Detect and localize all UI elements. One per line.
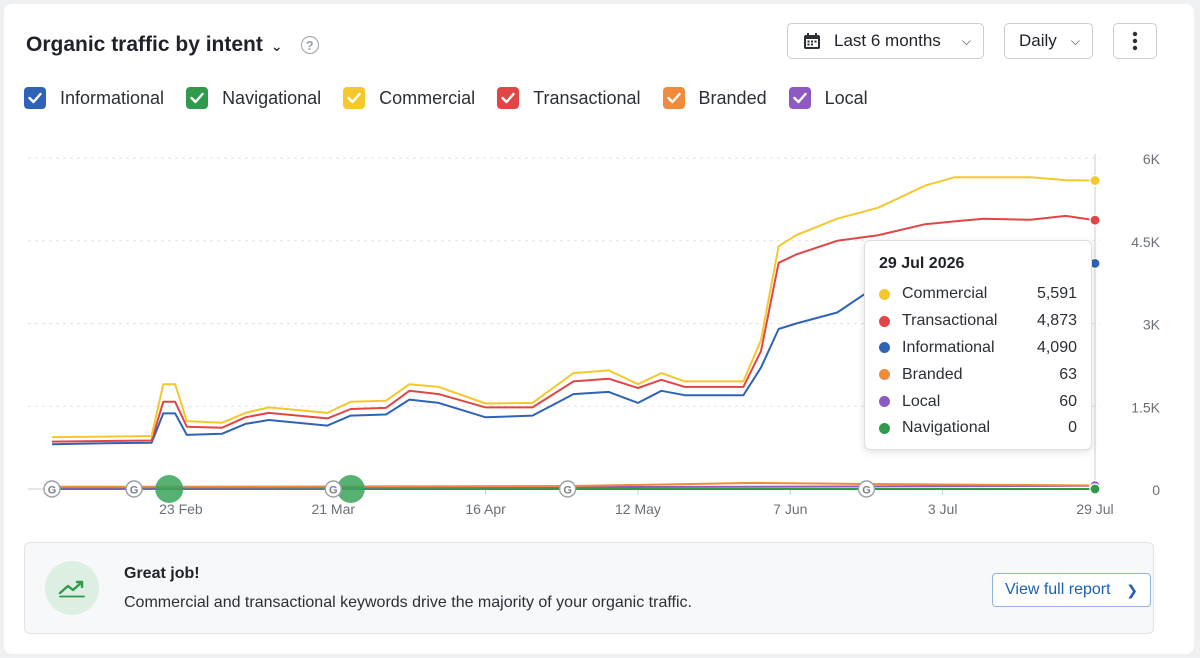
- period-dropdown[interactable]: Last 6 months ⌵: [787, 23, 984, 59]
- banner-text: Commercial and transactional keywords dr…: [124, 594, 692, 611]
- tooltip-series-value: 63: [1059, 365, 1077, 383]
- series-line-commercial: [51, 176, 1096, 439]
- google-update-letter: G: [130, 485, 139, 497]
- tooltip-row-branded: Branded 63: [879, 361, 1077, 388]
- calendar-icon: [804, 33, 820, 49]
- tooltip-series-value: 60: [1059, 392, 1077, 410]
- checkbox-checked-icon[interactable]: [788, 87, 811, 109]
- legend-item-navigational[interactable]: Navigational: [186, 87, 321, 109]
- x-tick-label: 3 Jul: [928, 501, 958, 517]
- google-update-icon: [558, 480, 577, 498]
- tooltip-series-name: Commercial: [902, 285, 988, 303]
- tooltip-series-name: Navigational: [902, 419, 991, 437]
- checkbox-checked-icon[interactable]: [343, 87, 366, 109]
- google-update-letter: G: [329, 485, 338, 497]
- tooltip-series-name: Local: [902, 392, 941, 410]
- tooltip-row-navigational: Navigational 0: [879, 415, 1077, 442]
- chevron-down-icon: ⌵: [1070, 33, 1080, 48]
- tooltip-series-value: 5,591: [1036, 285, 1077, 303]
- legend-item-local[interactable]: Local: [788, 87, 868, 109]
- legend-label: Branded: [698, 87, 767, 108]
- series-dot-icon: [879, 369, 890, 381]
- widget-title[interactable]: Organic traffic by intent ⌄ ?: [26, 33, 319, 57]
- series-dot-icon: [879, 396, 890, 408]
- banner-title: Great job!: [124, 565, 200, 582]
- tooltip-series-value: 4,873: [1036, 312, 1077, 330]
- widget-title-text: Organic traffic by intent: [26, 33, 263, 56]
- chart-tooltip: 29 Jul 2026 Commercial 5,591 Transactional…: [864, 240, 1092, 450]
- series-legend: Informational Navigational Commercial Trans…: [24, 87, 890, 109]
- y-tick-label: 3K: [1143, 317, 1161, 333]
- google-update-icon: [857, 480, 876, 498]
- series-dot-icon: [879, 315, 890, 327]
- x-tick-label: 16 Apr: [465, 501, 506, 517]
- period-label: Last 6 months: [834, 31, 941, 50]
- tooltip-series-name: Branded: [902, 365, 963, 383]
- insight-banner: Great job! Commercial and transactional …: [24, 542, 1154, 634]
- chevron-down-icon: ⌵: [961, 33, 971, 48]
- y-tick-label: 1.5K: [1131, 399, 1160, 415]
- legend-item-branded[interactable]: Branded: [662, 87, 767, 109]
- legend-label: Transactional: [533, 87, 641, 108]
- legend-label: Local: [824, 87, 868, 108]
- legend-label: Commercial: [379, 87, 476, 108]
- google-update-icon: [324, 480, 342, 498]
- x-tick-label: 21 Mar: [311, 501, 355, 517]
- legend-label: Navigational: [222, 87, 322, 108]
- kebab-menu-icon: [1132, 31, 1138, 51]
- trend-up-icon: [45, 561, 99, 615]
- series-dot-icon: [879, 422, 890, 434]
- annotation-marker: [155, 475, 184, 503]
- tooltip-row-local: Local 60: [879, 388, 1077, 415]
- tooltip-series-value: 4,090: [1036, 338, 1077, 356]
- tooltip-series-value: 0: [1068, 419, 1077, 437]
- tooltip-row-commercial: Commercial 5,591: [879, 281, 1077, 308]
- annotation-marker: [336, 475, 365, 503]
- traffic-line-chart: 0 1.5K 3K 4.5K 6K 23 Feb 21 Mar 16 Apr 12 May 7 J…: [28, 151, 1161, 517]
- chevron-right-icon: ❯: [1126, 581, 1138, 598]
- tooltip-date: 29 Jul 2026: [879, 255, 965, 272]
- checkbox-checked-icon[interactable]: [497, 87, 520, 109]
- x-tick-label: 23 Feb: [159, 501, 203, 517]
- chevron-down-icon[interactable]: ⌄: [270, 37, 283, 54]
- y-tick-label: 6K: [1143, 151, 1161, 167]
- granularity-dropdown[interactable]: Daily ⌵: [1004, 23, 1093, 59]
- tooltip-row-informational: Informational 4,090: [879, 335, 1077, 362]
- checkbox-checked-icon[interactable]: [662, 87, 685, 109]
- tooltip-series-name: Transactional: [902, 312, 998, 330]
- google-update-letter: G: [48, 485, 57, 497]
- legend-item-commercial[interactable]: Commercial: [343, 87, 475, 109]
- series-dot-icon: [879, 288, 890, 300]
- google-update-letter: G: [862, 485, 871, 497]
- checkbox-checked-icon[interactable]: [24, 87, 46, 109]
- series-end-point-transactional: [1089, 214, 1101, 226]
- granularity-label: Daily: [1019, 31, 1057, 50]
- tooltip-series-name: Informational: [902, 338, 995, 356]
- tooltip-row-transactional: Transactional 4,873: [879, 308, 1077, 335]
- x-tick-label: 29 Jul: [1076, 501, 1113, 517]
- more-options-button[interactable]: [1113, 23, 1157, 59]
- view-full-report-label: View full report: [1005, 581, 1111, 598]
- series-end-point-commercial: [1089, 174, 1101, 187]
- google-update-icon: [125, 480, 143, 498]
- google-update-letter: G: [563, 485, 572, 497]
- legend-item-transactional[interactable]: Transactional: [497, 87, 641, 109]
- view-full-report-button[interactable]: View full report ❯: [992, 573, 1151, 607]
- checkbox-checked-icon[interactable]: [186, 87, 209, 109]
- series-end-point-navigational: [1089, 483, 1101, 495]
- y-tick-label: 4.5K: [1131, 234, 1160, 250]
- legend-item-informational[interactable]: Informational: [24, 87, 164, 109]
- series-line-transactional: [51, 214, 1096, 443]
- x-tick-label: 7 Jun: [773, 501, 807, 517]
- series-dot-icon: [879, 342, 890, 354]
- x-tick-label: 12 May: [615, 501, 661, 517]
- help-icon[interactable]: ?: [300, 36, 319, 54]
- y-tick-label: 0: [1152, 482, 1160, 498]
- legend-label: Informational: [60, 87, 165, 108]
- google-update-icon: [43, 480, 61, 498]
